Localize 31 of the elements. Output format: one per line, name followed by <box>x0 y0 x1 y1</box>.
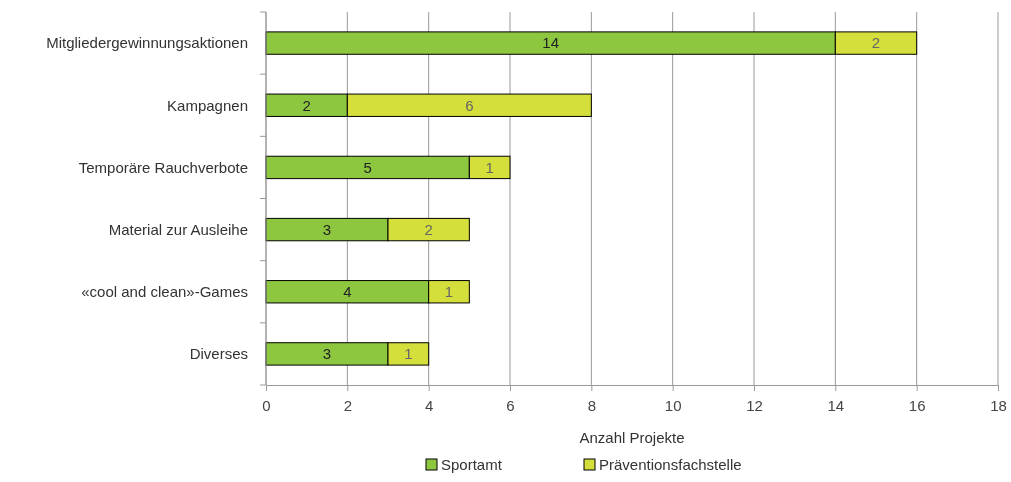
legend-label: Sportamt <box>441 456 503 474</box>
x-tick-label: 16 <box>908 396 926 414</box>
data-label: 6 <box>465 96 474 114</box>
y-tick-label: Kampagnen <box>167 96 248 114</box>
y-tick-label: Temporäre Rauchverbote <box>78 158 248 176</box>
y-tick-label: Material zur Ausleihe <box>108 220 248 238</box>
data-label: 4 <box>343 283 352 300</box>
x-tick-label: 18 <box>990 396 1007 414</box>
x-tick-label: 0 <box>262 396 271 414</box>
x-tick-label: 4 <box>424 396 434 414</box>
data-label: 1 <box>485 158 494 176</box>
legend-label: Präventionsfachstelle <box>599 456 742 474</box>
data-label: 1 <box>404 345 413 363</box>
data-label: 2 <box>302 96 311 114</box>
data-label: 2 <box>424 220 433 238</box>
y-tick-label: Diverses <box>189 345 248 363</box>
data-label: 1 <box>444 283 454 300</box>
y-tick-label: «cool and clean»-Games <box>81 283 248 300</box>
y-tick-label: Mitgliedergewinnungsaktionen <box>46 34 248 52</box>
data-label: 3 <box>322 345 332 363</box>
data-label: 5 <box>363 158 372 176</box>
x-tick-label: 6 <box>506 396 515 414</box>
x-tick-label: 10 <box>664 396 682 414</box>
x-tick-label: 12 <box>746 396 763 414</box>
x-tick-label: 2 <box>343 396 353 414</box>
data-label: 14 <box>542 34 560 52</box>
data-label: 3 <box>322 220 332 238</box>
x-tick-label: 8 <box>587 396 597 414</box>
data-label: 2 <box>871 34 881 52</box>
x-axis-title: Anzahl Projekte <box>579 429 685 446</box>
x-tick-label: 14 <box>827 396 845 414</box>
